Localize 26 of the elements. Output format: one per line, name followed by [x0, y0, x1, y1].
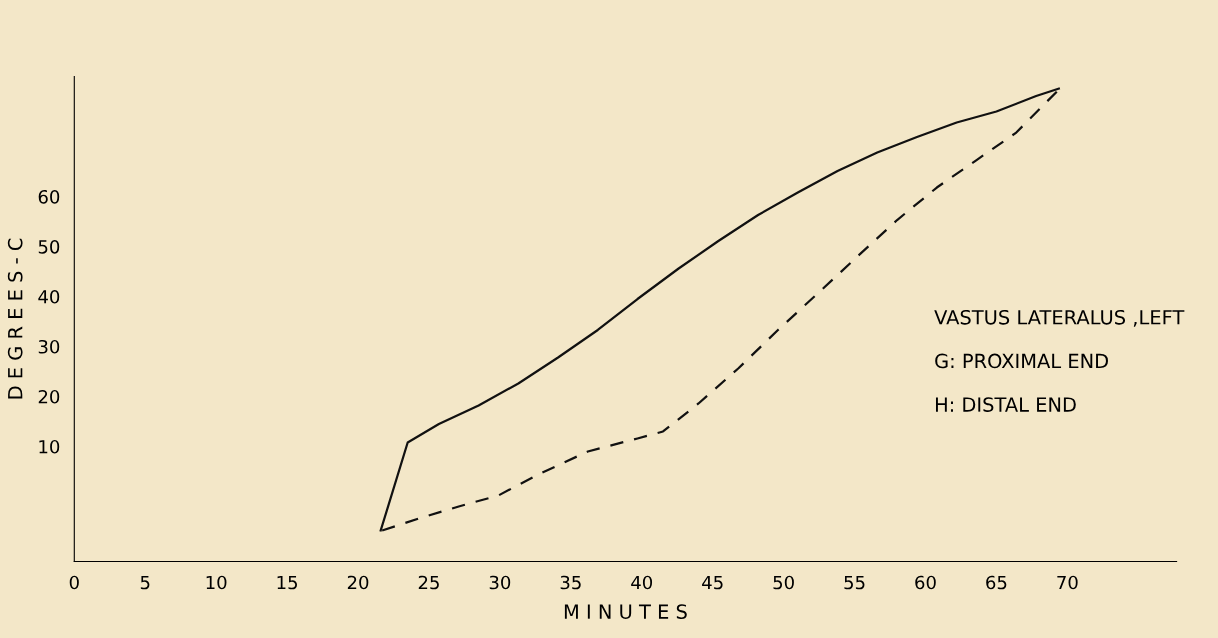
x-tick-label: 65: [986, 575, 1007, 590]
x-tick-label: 45: [702, 575, 723, 590]
x-tick-label: 10: [206, 575, 227, 590]
annotation: VASTUS LATERALUS ,LEFT: [934, 309, 1185, 327]
x-axis-title: M I N U T E S: [564, 604, 687, 619]
y-tick-label: 40: [38, 289, 60, 304]
x-tick-label: 40: [631, 575, 653, 590]
y-axis-title: D E G R E E S - C: [7, 238, 23, 399]
x-tick-label: 5: [140, 575, 150, 590]
y-tick-label: 50: [38, 239, 60, 254]
x-tick-label: 35: [560, 575, 581, 590]
x-tick-label: 25: [418, 575, 439, 590]
x-tick-label: 60: [915, 575, 936, 590]
y-tick-label: 20: [38, 389, 60, 404]
x-tick-label: 50: [773, 575, 794, 590]
x-tick-label: 20: [347, 575, 369, 590]
x-tick-label: 15: [277, 575, 298, 590]
annotation: H: DISTAL END: [935, 397, 1076, 412]
y-tick-label: 30: [38, 339, 60, 354]
x-tick-label: 55: [844, 575, 865, 590]
x-tick-label: 30: [489, 575, 511, 590]
annotation: G: PROXIMAL END: [935, 353, 1108, 369]
x-tick-label: 70: [1057, 575, 1078, 590]
x-tick-label: 0: [69, 575, 79, 590]
y-tick-label: 10: [39, 439, 60, 454]
y-tick-label: 60: [38, 189, 60, 204]
